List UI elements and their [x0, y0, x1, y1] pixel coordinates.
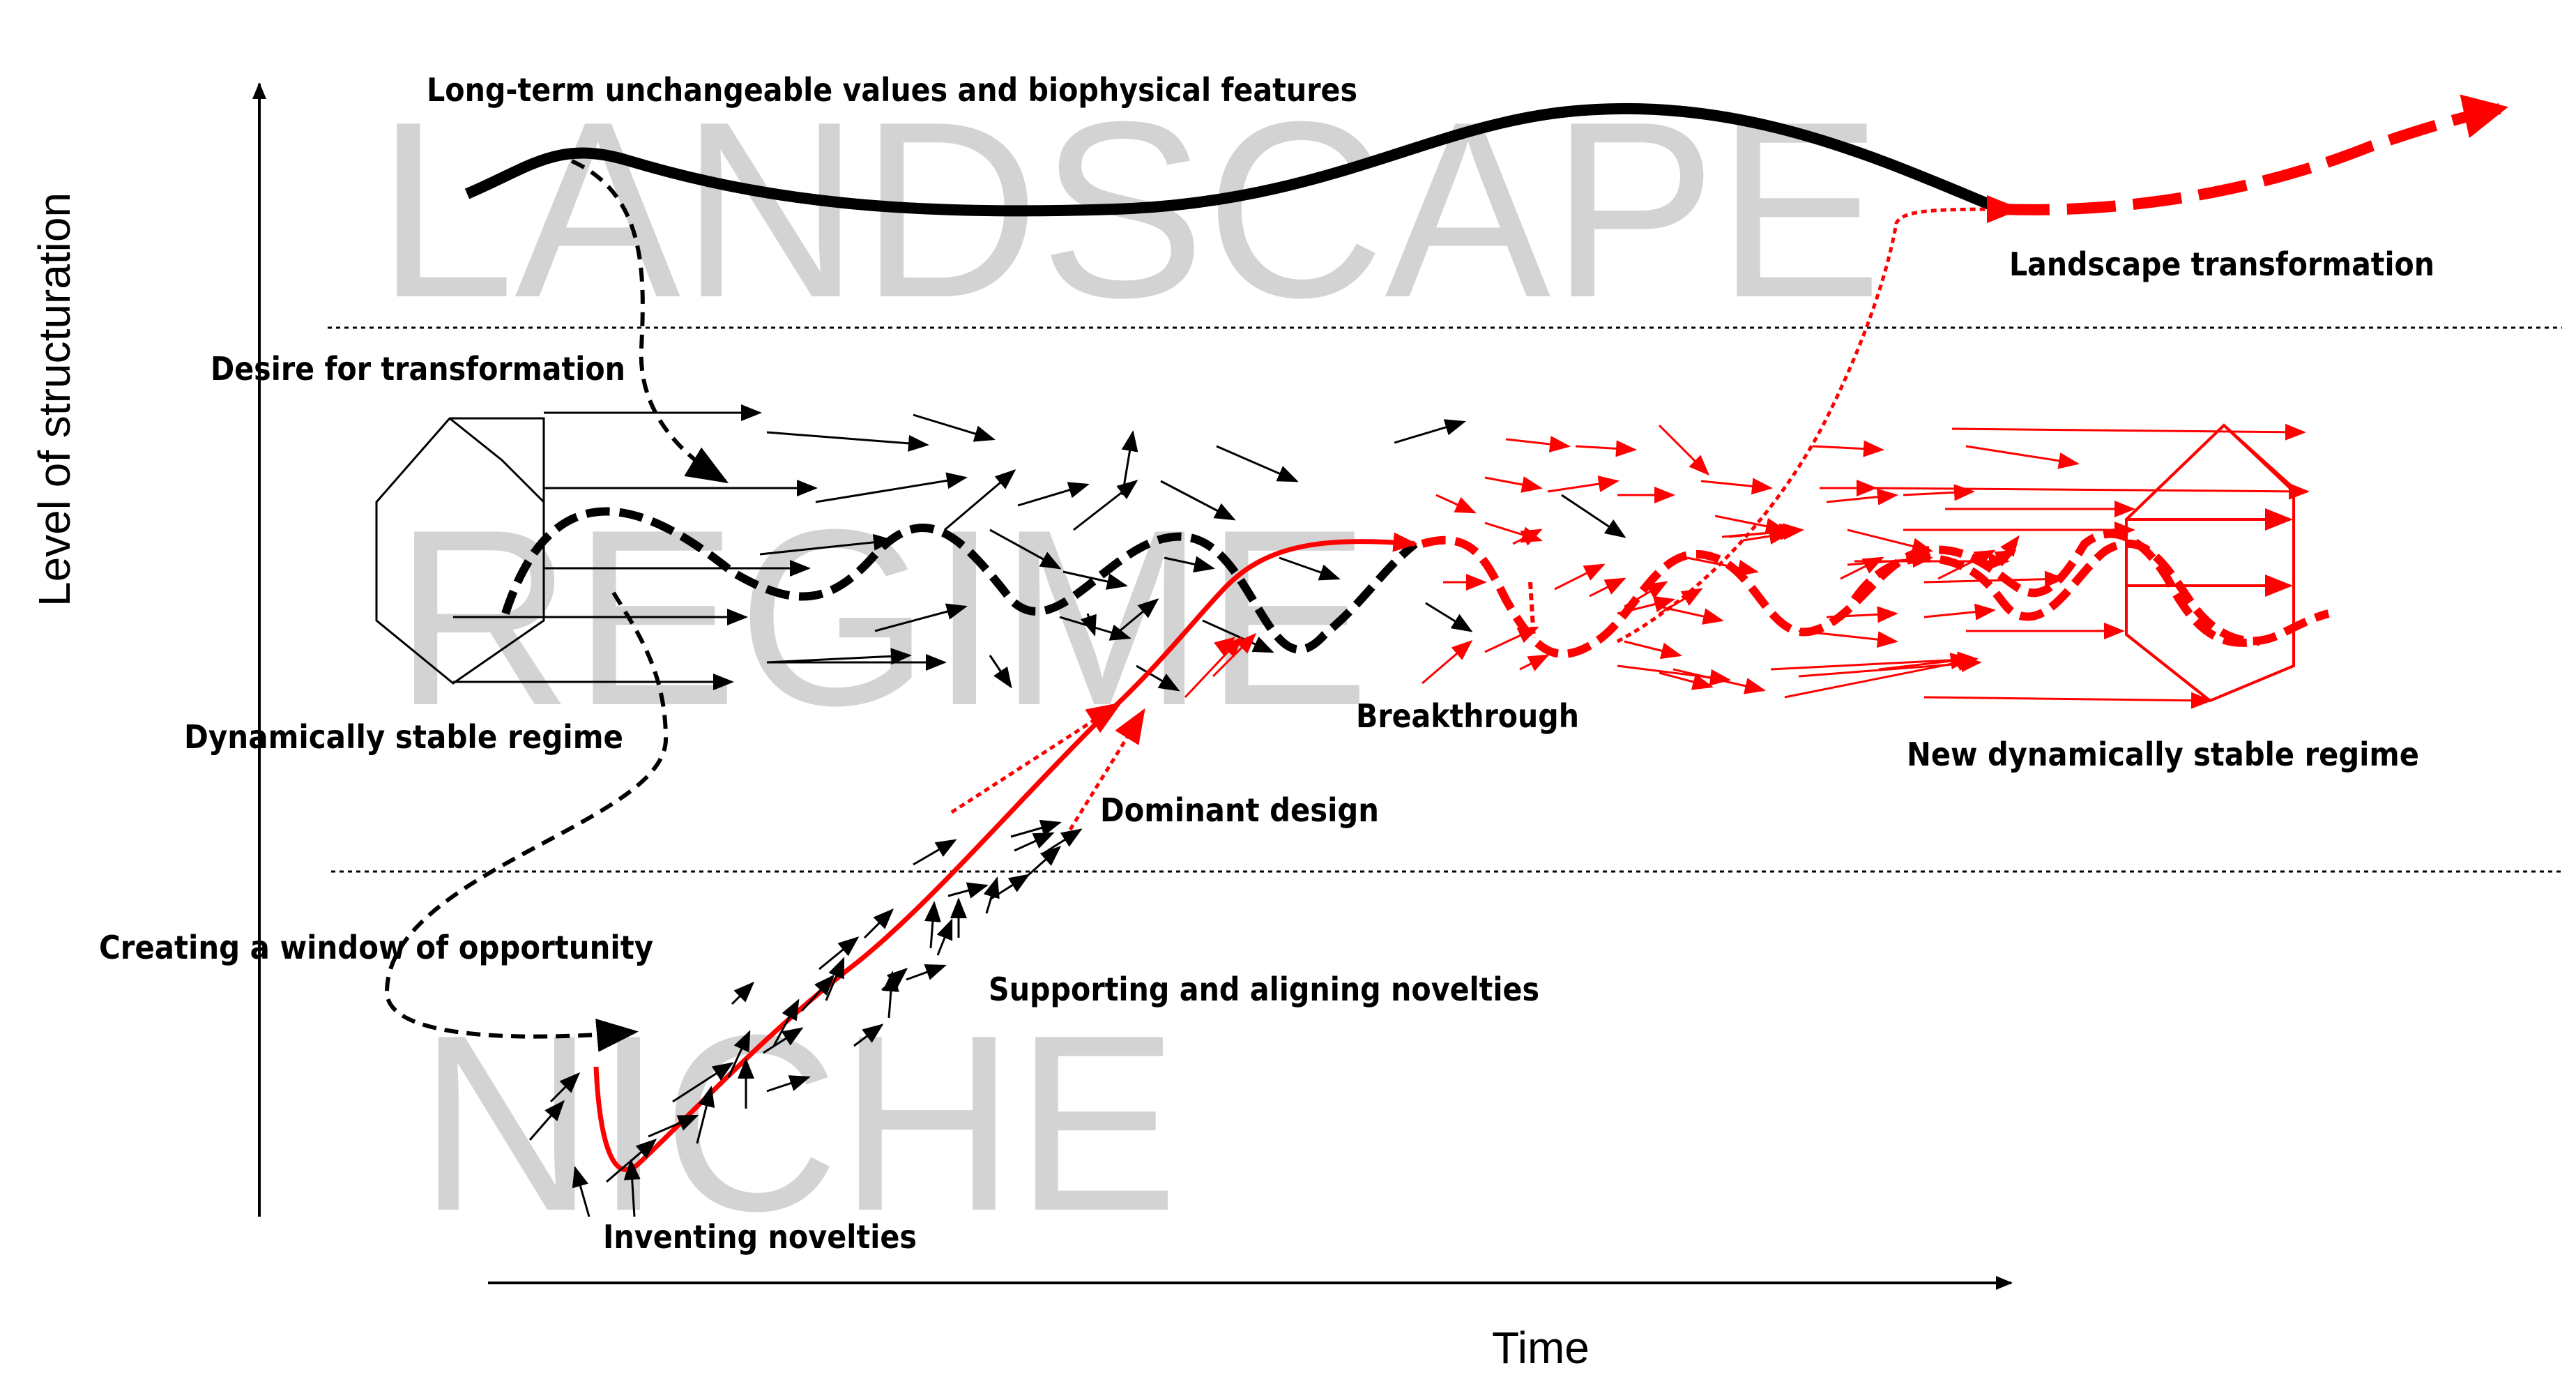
- old-regime-wave: [501, 507, 1418, 654]
- label-long-term-values: Long-term unchangeable values and biophy…: [427, 71, 1357, 109]
- label-inventing-novelties: Inventing novelties: [603, 1218, 917, 1256]
- breakthrough-tick: [1528, 581, 1536, 639]
- niche-novelty-arrows: [528, 819, 1083, 1217]
- label-desire-transformation: Desire for transformation: [211, 350, 625, 388]
- dominant-design-arrow-1: [950, 702, 1122, 814]
- old-regime-cluster: [375, 417, 545, 685]
- label-landscape-transformation: Landscape transformation: [2009, 245, 2434, 283]
- label-dynamically-stable-regime: Dynamically stable regime: [184, 718, 623, 756]
- new-regime-wave-2: [1851, 539, 2330, 646]
- landscape-curve: [464, 102, 2004, 217]
- x-axis-label: Time: [1492, 1323, 1590, 1373]
- label-dominant-design: Dominant design: [1100, 791, 1379, 829]
- label-supporting-aligning: Supporting and aligning novelties: [989, 971, 1539, 1008]
- new-regime-cluster: [2125, 423, 2295, 703]
- old-regime-arrows: [453, 404, 1626, 692]
- desire-transformation-line: [550, 151, 729, 484]
- dominant-design-arrow-2: [1068, 708, 1145, 831]
- label-new-dynamically-stable-regime: New dynamically stable regime: [1907, 736, 2419, 773]
- y-axis-label: Level of structuration: [29, 192, 79, 607]
- new-regime-wave: [1421, 529, 2259, 658]
- label-breakthrough: Breakthrough: [1356, 697, 1579, 735]
- label-window-of-opportunity: Creating a window of opportunity: [99, 929, 653, 966]
- window-opportunity-line: [384, 591, 669, 1052]
- landscape-transformation-curve: [2000, 94, 2508, 215]
